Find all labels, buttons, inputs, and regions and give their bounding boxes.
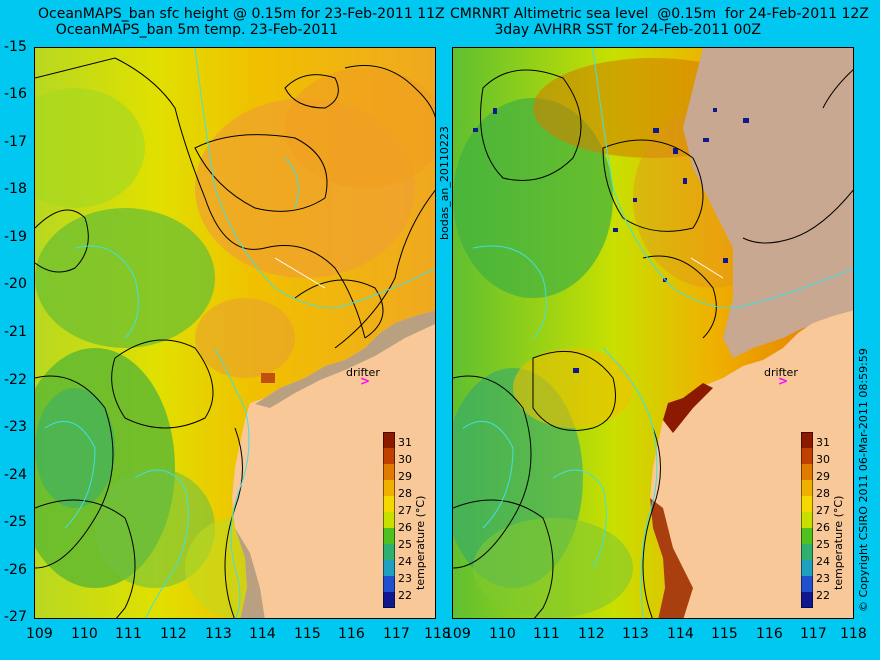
x-tick: 113 [622,626,649,642]
y-tick: -25 [4,514,27,530]
colorbar-tick: 25 [398,538,412,551]
colorbar-tick: 27 [398,504,412,517]
drifter-marker-right: > [778,374,789,388]
drifter-marker-left: > [360,374,371,388]
colorbar-tick: 31 [398,436,412,449]
y-tick: -18 [4,181,27,197]
y-tick: -26 [4,562,27,578]
y-tick: -27 [4,609,27,625]
x-tick: 117 [383,626,410,642]
y-tick: -16 [4,86,27,102]
x-tick: 117 [800,626,827,642]
colorbar-tick: 26 [816,521,830,534]
right-map-title: CMRNRT Altimetric sea level @0.15m for 2… [450,6,869,38]
colorbar-tick: 24 [816,555,830,568]
x-tick: 111 [115,626,142,642]
colorbar-right-ramp [801,432,813,608]
colorbar-tick: 27 [816,504,830,517]
left-map-panel [34,47,436,619]
x-tick: 114 [249,626,276,642]
x-tick: 118 [424,626,451,642]
colorbar-tick: 31 [816,436,830,449]
x-tick: 115 [711,626,738,642]
colorbar-tick: 22 [398,589,412,602]
x-tick: 110 [71,626,98,642]
colorbar-left-ramp [383,432,395,608]
colorbar-tick: 29 [816,470,830,483]
colorbar-title: temperature (°C) [832,495,845,590]
right-map-panel [452,47,854,619]
colorbar-title: temperature (°C) [414,495,427,590]
colorbar-tick: 30 [816,453,830,466]
y-tick: -21 [4,324,27,340]
colorbar-tick: 25 [816,538,830,551]
colorbar-tick: 26 [398,521,412,534]
copyright-label: © Copyright CSIRO 2011 06-Mar-2011 08:59… [857,348,870,612]
x-tick: 113 [205,626,232,642]
drifter-label-right: drifter [764,366,798,379]
x-tick: 114 [667,626,694,642]
x-tick: 118 [840,626,867,642]
x-tick: 112 [160,626,187,642]
x-tick: 110 [489,626,516,642]
y-tick: -22 [4,372,27,388]
colorbar-tick: 30 [398,453,412,466]
x-tick: 116 [756,626,783,642]
run-id-label: bodas_an_20110223 [438,126,451,240]
y-tick: -15 [4,39,27,55]
colorbar-tick: 28 [816,487,830,500]
y-tick: -17 [4,134,27,150]
left-map-image [35,48,435,618]
y-tick: -19 [4,229,27,245]
left-map-title: OceanMAPS_ban sfc height @ 0.15m for 23-… [38,6,445,38]
colorbar-tick: 23 [398,572,412,585]
x-tick: 109 [444,626,471,642]
y-tick: -23 [4,419,27,435]
colorbar-tick: 22 [816,589,830,602]
colorbar-tick: 24 [398,555,412,568]
x-tick: 115 [294,626,321,642]
right-map-image [453,48,853,618]
drifter-label-left: drifter [346,366,380,379]
y-tick: -24 [4,467,27,483]
x-tick: 109 [26,626,53,642]
colorbar-tick: 28 [398,487,412,500]
x-tick: 116 [338,626,365,642]
x-tick: 111 [533,626,560,642]
colorbar-tick: 23 [816,572,830,585]
x-tick: 112 [578,626,605,642]
y-tick: -20 [4,276,27,292]
colorbar-tick: 29 [398,470,412,483]
